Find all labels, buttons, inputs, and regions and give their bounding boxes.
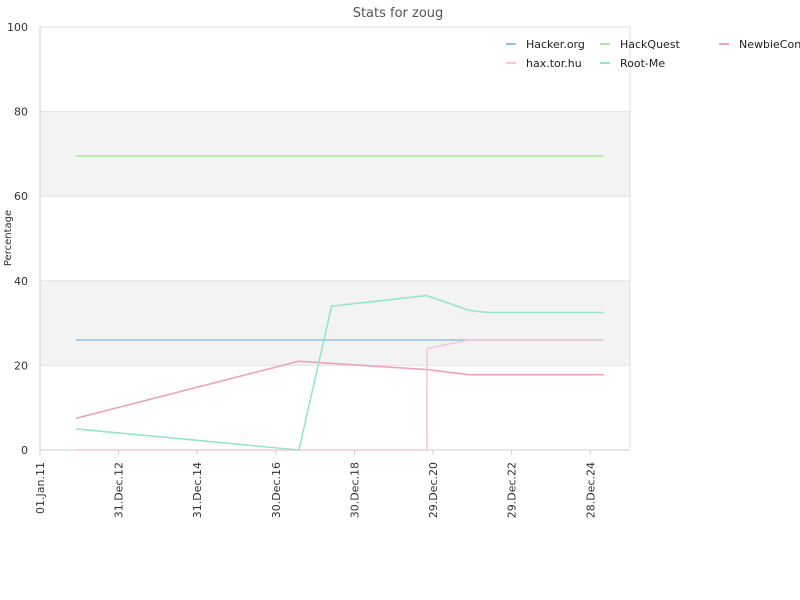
legend-item[interactable]: NewbieContest: [719, 38, 800, 51]
y-tick-label: 40: [14, 275, 28, 288]
grid-band: [40, 111, 630, 197]
series-line-root-me: [75, 294, 604, 451]
legend-label: HackQuest: [620, 38, 681, 51]
y-tick-label: 0: [21, 444, 28, 457]
series-line-newbiecontest: [75, 360, 604, 420]
y-axis-label: Percentage: [3, 210, 14, 266]
legend-label: NewbieContest: [739, 38, 800, 51]
legend-item[interactable]: Root-Me: [600, 57, 665, 70]
y-tick-label: 100: [7, 21, 28, 34]
legend: Hacker.org HackQuest NewbieContest hax.tor.…: [506, 38, 800, 70]
series-lines: [75, 155, 604, 451]
x-tick-label: 29.Dec.20: [427, 462, 440, 518]
x-tick-label: 30.Dec.18: [348, 462, 361, 518]
legend-label: hax.tor.hu: [526, 57, 582, 70]
x-tick-label: 01.Jan.11: [34, 462, 47, 514]
x-tick-label: 31.Dec.12: [113, 462, 126, 518]
y-tick-label: 80: [14, 106, 28, 119]
x-tick-label: 31.Dec.14: [191, 462, 204, 518]
x-axis-ticks: 01.Jan.11 31.Dec.12 31.Dec.14 30.Dec.16 30.D…: [34, 450, 597, 518]
y-tick-label: 60: [14, 190, 28, 203]
gridlines: [40, 26, 630, 451]
legend-item[interactable]: Hacker.org: [506, 38, 585, 51]
chart-title: Stats for zoug: [353, 6, 444, 21]
x-tick-label: 28.Dec.24: [584, 462, 597, 518]
legend-label: Hacker.org: [526, 38, 585, 51]
legend-label: Root-Me: [620, 57, 665, 70]
x-tick-label: 29.Dec.22: [506, 462, 519, 518]
axes: [39, 27, 631, 451]
legend-item[interactable]: HackQuest: [600, 38, 681, 51]
legend-item[interactable]: hax.tor.hu: [506, 57, 582, 70]
y-axis-ticks: 0 20 40 60 80 100: [7, 21, 28, 457]
series-line-hax-tor-hu: [76, 339, 604, 451]
grid-bands: [40, 111, 630, 366]
x-tick-label: 30.Dec.16: [270, 462, 283, 518]
grid-band: [40, 280, 630, 366]
y-tick-label: 20: [14, 359, 28, 372]
